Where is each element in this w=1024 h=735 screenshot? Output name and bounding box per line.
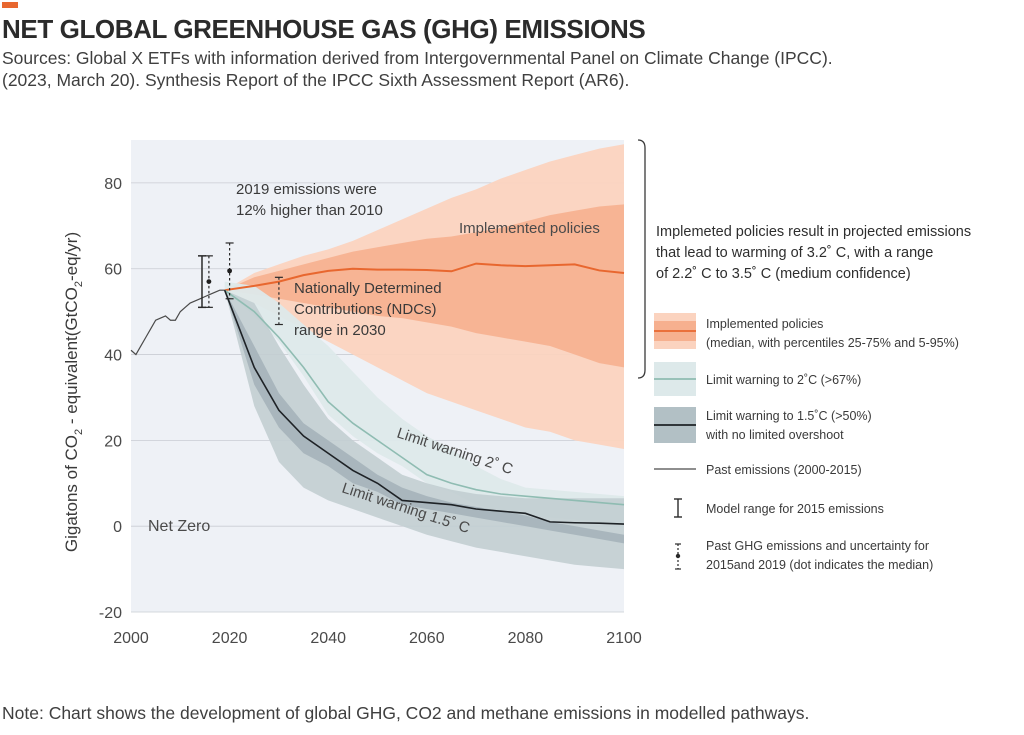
legend-limit15-label-1: Limit warning to 1.5˚C (>50%) xyxy=(706,409,872,423)
annotation-2019-line-2: 12% higher than 2010 xyxy=(236,202,383,219)
title-accent-bar xyxy=(2,2,18,8)
y-tick-label--20: -20 xyxy=(99,605,122,622)
y-axis-label-sub-2: 2 xyxy=(73,281,85,287)
past-emissions-line xyxy=(130,289,225,356)
sources-line-1: Sources: Global X ETFs with information … xyxy=(2,48,833,68)
annotation-ndc-line-2: Contributions (NDCs) xyxy=(294,301,437,318)
annotation-net-zero: Net Zero xyxy=(148,518,210,535)
footer-note: Note: Chart shows the development of glo… xyxy=(2,703,810,723)
bracket-text-line-1: Implemeted policies result in projected … xyxy=(656,224,971,240)
unc2019-median-dot xyxy=(227,268,233,274)
legend-implemented-label-2: (median, with percentiles 25-75% and 5-9… xyxy=(706,336,959,350)
x-tick-label-2080: 2080 xyxy=(508,630,544,647)
y-tick-label-80: 80 xyxy=(104,176,122,193)
y-axis-label-sub-1: 2 xyxy=(73,429,85,435)
y-tick-label-0: 0 xyxy=(113,519,122,536)
legend-limit2-label: Limit warning to 2˚C (>67%) xyxy=(706,373,861,387)
y-tick-label-20: 20 xyxy=(104,433,122,450)
lines-layer xyxy=(130,262,625,525)
y-tick-label-60: 60 xyxy=(104,262,122,279)
legend-implemented-label-1: Implemented policies xyxy=(706,317,823,331)
legend-model-range-label: Model range for 2015 emissions xyxy=(706,502,884,516)
y-axis-label-part-2: - equivalent(GtCO xyxy=(62,287,81,429)
legend-uncertainty-icon xyxy=(675,543,681,570)
limit2-median-line xyxy=(224,289,625,506)
range-bracket xyxy=(637,139,646,379)
limit15-median-line xyxy=(223,289,625,525)
implemented-band-25-75 xyxy=(224,204,625,368)
legend-past-label: Past emissions (2000-2015) xyxy=(706,463,862,477)
x-tick-label-2100: 2100 xyxy=(606,630,642,647)
y-axis-label: Gigatons of CO2 - equivalent(GtCO2-eq/yr… xyxy=(62,232,85,552)
x-tick-label-2020: 2020 xyxy=(212,630,248,647)
chart-title: NET GLOBAL GREENHOUSE GAS (GHG) EMISSION… xyxy=(2,14,646,44)
y-axis-label-part-1: Gigatons of CO xyxy=(62,435,81,552)
annotation-ndc-line-3: range in 2030 xyxy=(294,322,386,339)
bracket-text-line-2: that lead to warming of 3.2˚ C, with a r… xyxy=(656,245,933,261)
markers-layer xyxy=(197,242,283,326)
annotation-2019-line-1: 2019 emissions were xyxy=(236,181,377,198)
bands-layer xyxy=(224,144,625,570)
legend-model-range-icon xyxy=(674,498,682,518)
implemented-median-line xyxy=(224,262,625,292)
legend-uncertainty-label-2: 2015and 2019 (dot indicates the median) xyxy=(706,558,933,572)
y-axis-label-part-3: -eq/yr) xyxy=(62,232,81,281)
y-tick-label-40: 40 xyxy=(104,348,122,365)
x-tick-label-2040: 2040 xyxy=(310,630,346,647)
legend: Implemented policies (median, with perce… xyxy=(654,313,959,572)
annotation-ndc-line-1: Nationally Determined xyxy=(294,280,442,297)
x-tick-label-2060: 2060 xyxy=(409,630,445,647)
bracket-text-line-3: of 2.2˚ C to 3.5˚ C (medium confidence) xyxy=(656,266,911,282)
x-tick-label-2000: 2000 xyxy=(113,630,149,647)
annotation-implemented-policies: Implemented policies xyxy=(459,220,600,237)
limit15-band-5-95 xyxy=(224,290,625,570)
sources-text: Sources: Global X ETFs with information … xyxy=(2,47,1012,91)
legend-uncertainty-label-1: Past GHG emissions and uncertainty for xyxy=(706,539,929,553)
legend-limit15-label-2: with no limited overshoot xyxy=(705,428,844,442)
sources-line-2: (2023, March 20). Synthesis Report of th… xyxy=(2,70,630,90)
unc2015-median-dot xyxy=(206,279,212,284)
